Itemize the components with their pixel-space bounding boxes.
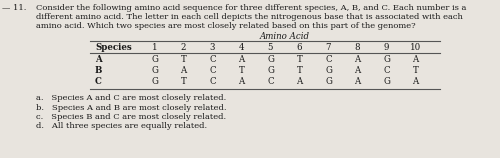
Text: A: A: [354, 77, 360, 86]
Text: 5: 5: [268, 43, 273, 52]
Text: G: G: [325, 66, 332, 75]
Text: A: A: [238, 77, 244, 86]
Text: T: T: [296, 55, 302, 64]
Text: 9: 9: [384, 43, 389, 52]
Text: G: G: [151, 55, 158, 64]
Text: Amino Acid: Amino Acid: [260, 32, 310, 41]
Text: 10: 10: [410, 43, 421, 52]
Text: A: A: [180, 66, 186, 75]
Text: A: A: [412, 77, 418, 86]
Text: 7: 7: [326, 43, 331, 52]
Text: a.   Species A and C are most closely related.: a. Species A and C are most closely rela…: [36, 94, 226, 102]
Text: C: C: [95, 77, 102, 86]
Text: G: G: [267, 55, 274, 64]
Text: G: G: [325, 77, 332, 86]
Text: T: T: [296, 66, 302, 75]
Text: 3: 3: [210, 43, 215, 52]
Text: G: G: [267, 66, 274, 75]
Text: — 11.: — 11.: [2, 4, 26, 12]
Text: c.   Species B and C are most closely related.: c. Species B and C are most closely rela…: [36, 113, 226, 121]
Text: T: T: [180, 55, 186, 64]
Text: C: C: [209, 66, 216, 75]
Text: 4: 4: [239, 43, 244, 52]
Text: 6: 6: [297, 43, 302, 52]
Text: d.   All three species are equally related.: d. All three species are equally related…: [36, 122, 207, 131]
Text: A: A: [238, 55, 244, 64]
Text: G: G: [383, 55, 390, 64]
Text: A: A: [412, 55, 418, 64]
Text: B: B: [95, 66, 102, 75]
Text: 1: 1: [152, 43, 158, 52]
Text: A: A: [95, 55, 102, 64]
Text: C: C: [383, 66, 390, 75]
Text: C: C: [267, 77, 274, 86]
Text: T: T: [238, 66, 244, 75]
Text: G: G: [151, 66, 158, 75]
Text: A: A: [354, 66, 360, 75]
Text: 2: 2: [181, 43, 186, 52]
Text: G: G: [151, 77, 158, 86]
Text: C: C: [209, 55, 216, 64]
Text: amino acid. Which two species are most closely related based on this part of the: amino acid. Which two species are most c…: [36, 22, 416, 30]
Text: A: A: [296, 77, 302, 86]
Text: Consider the following amino acid sequence for three different species, A, B, an: Consider the following amino acid sequen…: [36, 4, 467, 12]
Text: T: T: [180, 77, 186, 86]
Text: different amino acid. The letter in each cell depicts the nitrogenous base that : different amino acid. The letter in each…: [36, 13, 463, 21]
Text: 8: 8: [354, 43, 360, 52]
Text: C: C: [209, 77, 216, 86]
Text: b.   Species A and B are most closely related.: b. Species A and B are most closely rela…: [36, 103, 226, 112]
Text: Species: Species: [95, 43, 132, 52]
Text: T: T: [412, 66, 418, 75]
Text: A: A: [354, 55, 360, 64]
Text: G: G: [383, 77, 390, 86]
Text: C: C: [325, 55, 332, 64]
